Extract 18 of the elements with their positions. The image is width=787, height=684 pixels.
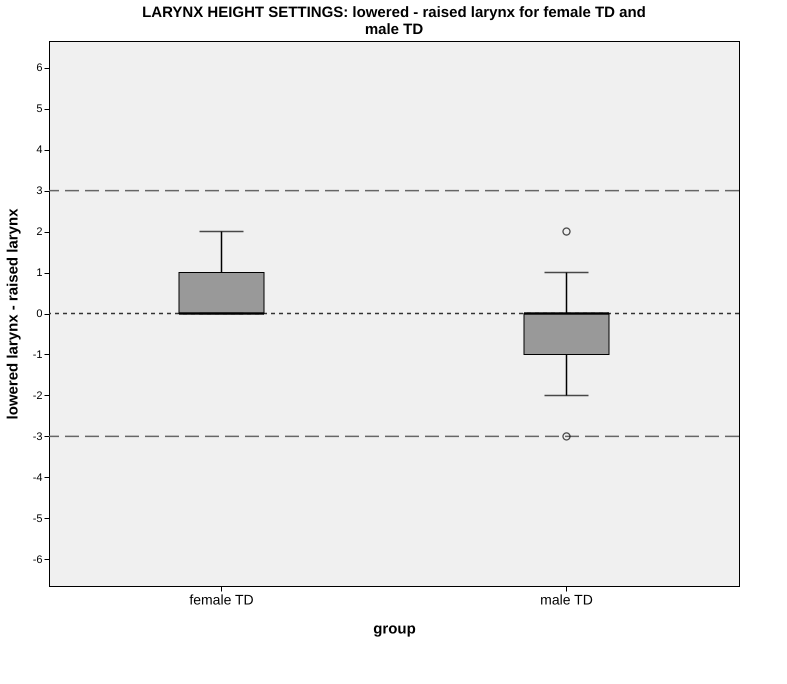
y-tick-label: 3 xyxy=(36,185,42,198)
chart-title: LARYNX HEIGHT SETTINGS: lowered - raised larynx for female TD and male TD xyxy=(142,4,646,38)
y-tick-label: -3 xyxy=(32,430,42,443)
y-tick-label: -5 xyxy=(32,512,42,525)
y-tick-label: -2 xyxy=(32,390,42,402)
y-tick-label: 5 xyxy=(36,103,42,116)
y-tick-label: 0 xyxy=(36,308,42,320)
y-tick-label: 2 xyxy=(36,226,42,238)
y-tick-label: 6 xyxy=(36,62,42,74)
y-tick-label: 4 xyxy=(36,144,42,156)
y-tick-label: -4 xyxy=(32,472,42,484)
y-tick-label: -6 xyxy=(32,554,42,566)
x-tick-label: female TD xyxy=(189,592,254,608)
y-tick-label: 1 xyxy=(36,267,42,280)
x-axis-title: group xyxy=(373,620,416,638)
x-tick-label: male TD xyxy=(540,592,593,608)
y-tick-label: -1 xyxy=(32,348,42,361)
y-axis-title: lowered larynx - raised larynx xyxy=(4,208,22,420)
